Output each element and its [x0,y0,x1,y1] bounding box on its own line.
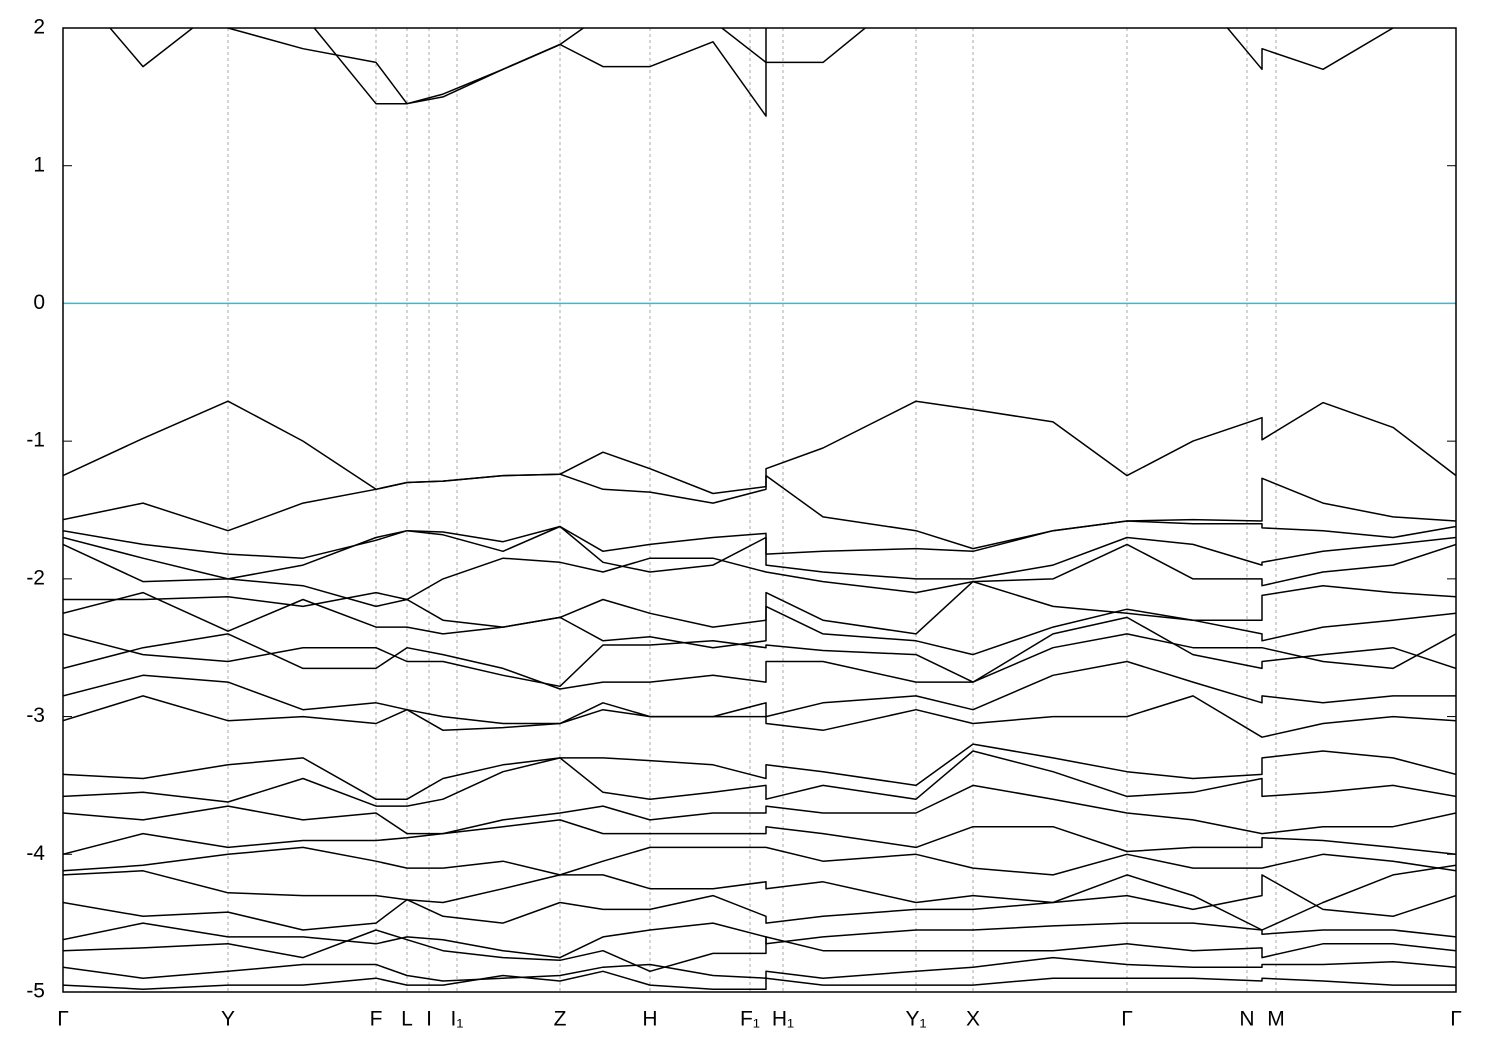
band-line [226,28,767,105]
band-line [63,819,1456,856]
y-tick-label: -2 [26,566,45,589]
band-line [63,633,1456,688]
band-line [63,473,1456,550]
band-line [63,520,1456,559]
band-line [63,525,1456,580]
band-line [63,784,1456,835]
y-tick-label: 0 [33,291,45,314]
x-tick-label: N [1239,1008,1254,1031]
x-tick-label: Y [221,1008,235,1031]
band-line [63,970,1456,990]
x-tick-label: H₁ [772,1008,794,1031]
band-line [63,616,1456,690]
y-tick-label: -3 [26,704,45,727]
plot-frame [62,27,1457,993]
x-tick-label: X [966,1008,980,1031]
x-tick-label: I₁ [451,1008,464,1031]
y-tick-label: 2 [33,16,45,39]
x-tick-label: L [401,1008,413,1031]
band-line [63,846,1456,876]
x-tick-label: Γ [57,1008,69,1031]
x-tick-label: I [426,1008,432,1031]
x-tick-label: M [1267,1008,1285,1031]
band-line [63,580,1456,635]
y-tick-label: -1 [26,429,45,452]
band-line [109,28,1395,117]
x-tick-label: Γ [1450,1008,1462,1031]
y-tick-label: -5 [26,980,45,1003]
band-line [63,750,1456,807]
band-line [63,743,1456,800]
band-line [63,660,1456,725]
x-tick-label: Γ [1121,1008,1133,1031]
x-tick-label: H [642,1008,657,1031]
band-line [63,695,1456,738]
y-tick-label: 1 [33,153,45,176]
band-line [63,929,1456,973]
band-line [63,591,1456,656]
x-tick-label: F [370,1008,383,1031]
band-line [63,864,1456,931]
x-tick-label: F₁ [740,1008,760,1031]
band-line [63,543,1456,608]
plot-area [63,28,1456,990]
band-line [63,874,1456,931]
y-tick-label: -4 [26,842,45,865]
x-tick-label: Y₁ [905,1008,926,1031]
x-tick-label: Z [554,1008,567,1031]
